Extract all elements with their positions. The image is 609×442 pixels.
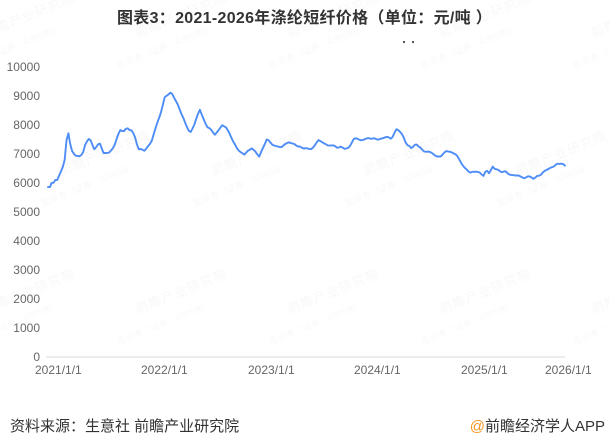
svg-text:7000: 7000	[13, 147, 40, 161]
svg-text:1000: 1000	[13, 321, 40, 335]
svg-text:0: 0	[33, 350, 40, 364]
svg-text:5000: 5000	[13, 205, 40, 219]
svg-text:3000: 3000	[13, 263, 40, 277]
svg-text:2022/1/1: 2022/1/1	[141, 363, 188, 377]
svg-text:6000: 6000	[13, 176, 40, 190]
svg-text:10000: 10000	[7, 60, 41, 74]
svg-text:2024/1/1: 2024/1/1	[354, 363, 401, 377]
svg-text:4000: 4000	[13, 234, 40, 248]
svg-text:2023/1/1: 2023/1/1	[248, 363, 295, 377]
svg-text:2021/1/1: 2021/1/1	[35, 363, 82, 377]
svg-text:2000: 2000	[13, 292, 40, 306]
svg-text:9000: 9000	[13, 89, 40, 103]
svg-text:2026/1/1: 2026/1/1	[545, 363, 592, 377]
svg-text:8000: 8000	[13, 118, 40, 132]
svg-text:2025/1/1: 2025/1/1	[461, 363, 508, 377]
